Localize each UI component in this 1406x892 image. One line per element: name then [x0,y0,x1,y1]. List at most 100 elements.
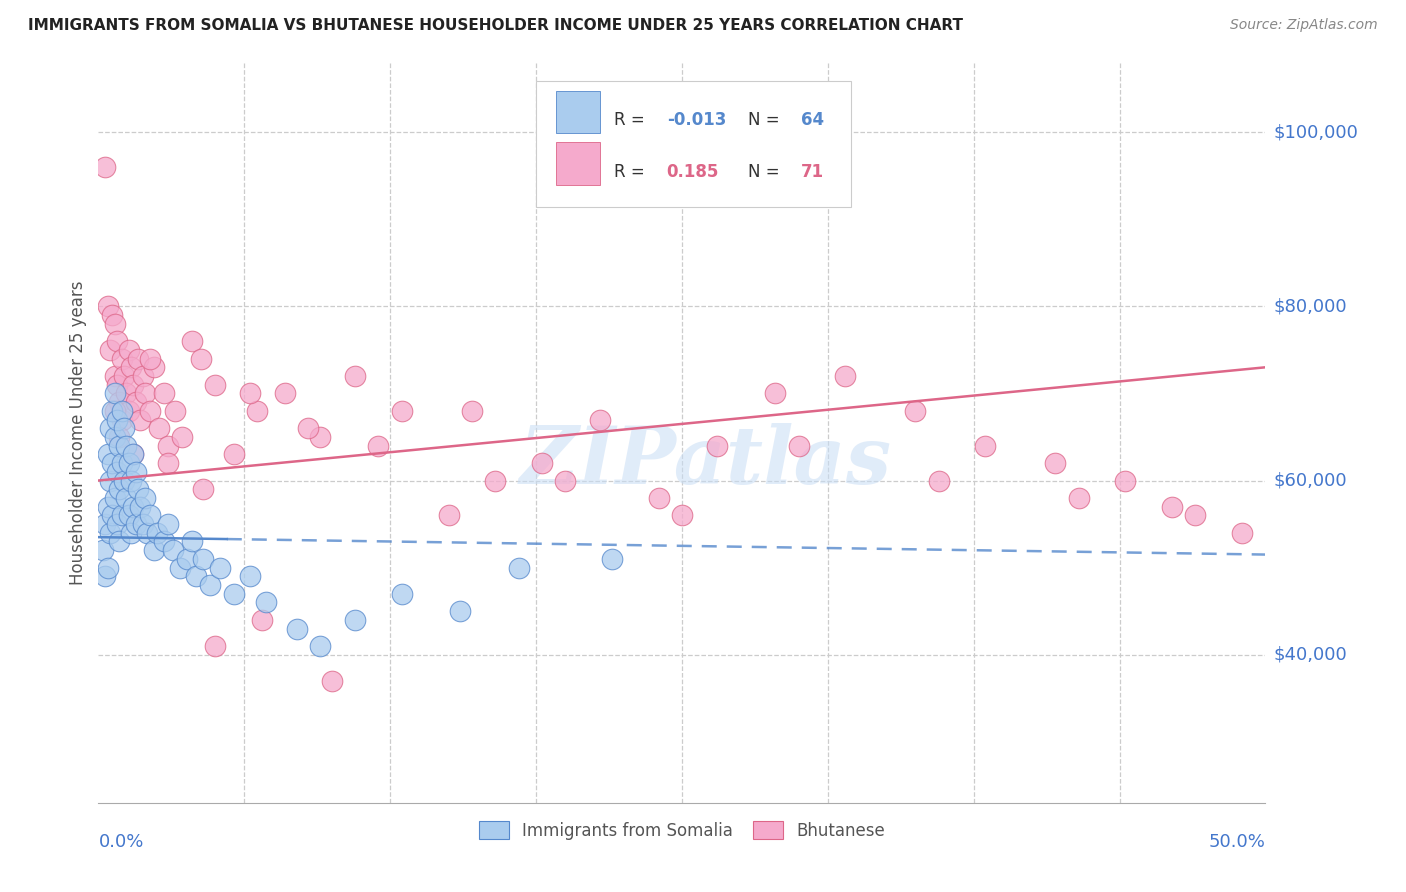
Text: Source: ZipAtlas.com: Source: ZipAtlas.com [1230,18,1378,32]
Point [274,386,297,401]
Point [94,160,117,174]
Point [974,439,997,453]
Point [554,474,576,488]
Point [1067,491,1090,505]
Point [108,430,131,444]
Point [101,508,124,523]
Point [222,447,245,461]
Point [98,525,121,540]
Point [165,404,187,418]
Point [108,482,131,496]
Text: N =: N = [748,112,786,129]
Point [108,439,131,453]
Point [129,412,152,426]
Point [129,500,152,514]
Point [1161,500,1184,514]
Point [104,317,127,331]
Point [120,360,142,375]
Point [105,377,128,392]
Point [437,508,460,523]
Point [222,587,245,601]
Point [118,456,141,470]
Point [193,482,215,496]
Point [134,491,156,505]
Point [118,508,141,523]
Text: IMMIGRANTS FROM SOMALIA VS BHUTANESE HOUSEHOLDER INCOME UNDER 25 YEARS CORRELATI: IMMIGRANTS FROM SOMALIA VS BHUTANESE HOU… [28,18,963,33]
Point [204,377,226,392]
Point [122,447,145,461]
Point [157,456,180,470]
Point [108,395,131,409]
Point [1230,525,1253,540]
Point [112,474,135,488]
Point [120,525,142,540]
Point [928,474,950,488]
Point [508,560,530,574]
Point [111,404,134,418]
Point [190,351,212,366]
Point [118,404,141,418]
Point [600,552,623,566]
Point [105,334,128,348]
Point [104,430,127,444]
Point [344,613,367,627]
Text: ZIPatlas: ZIPatlas [519,424,891,501]
Point [111,351,134,366]
Point [309,430,332,444]
Point [530,456,553,470]
Point [111,456,134,470]
Point [118,343,141,357]
Point [391,587,413,601]
Point [127,351,149,366]
Point [115,386,138,401]
Point [105,517,128,532]
Point [148,421,170,435]
Point [122,377,145,392]
Point [193,552,215,566]
Text: 50.0%: 50.0% [1209,833,1265,851]
Point [101,404,124,418]
Point [391,404,413,418]
Text: N =: N = [748,163,786,181]
Point [157,517,180,532]
Point [105,465,128,479]
Point [136,525,159,540]
Point [285,622,308,636]
Point [127,482,149,496]
Point [763,386,786,401]
Point [115,439,138,453]
FancyBboxPatch shape [555,91,600,133]
Point [104,491,127,505]
Point [125,395,148,409]
Text: $60,000: $60,000 [1274,472,1347,490]
Point [146,525,169,540]
Point [647,491,669,505]
Point [139,508,162,523]
Point [122,447,145,461]
Point [143,543,166,558]
Text: $80,000: $80,000 [1274,297,1347,316]
Point [157,439,180,453]
Point [139,404,162,418]
Text: 0.185: 0.185 [666,163,718,181]
Point [200,578,222,592]
Point [256,595,278,609]
Point [120,474,142,488]
Point [98,421,121,435]
Point [104,369,127,384]
Point [152,386,174,401]
Point [180,534,202,549]
Point [172,430,194,444]
Point [98,343,121,357]
Point [97,447,120,461]
Point [1045,456,1067,470]
Point [94,517,117,532]
Point [239,386,262,401]
Point [97,500,120,514]
Point [204,639,226,653]
Text: R =: R = [614,112,650,129]
Point [162,543,184,558]
Point [111,412,134,426]
Point [169,560,191,574]
Point [112,421,135,435]
